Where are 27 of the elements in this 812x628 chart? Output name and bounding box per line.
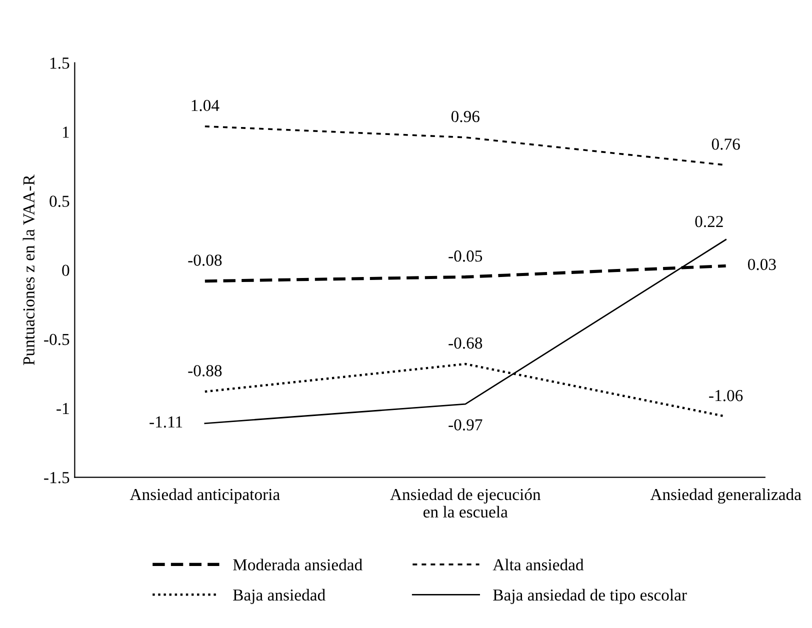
data-label: -0.88 [188, 365, 222, 376]
data-label: -0.68 [448, 337, 482, 349]
data-label: -1.06 [709, 390, 743, 402]
y-tick-label: -1.5 [44, 472, 70, 484]
x-tick-label: Ansiedad generalizada [650, 488, 802, 504]
data-label: 0.96 [451, 110, 480, 122]
y-tick-label: 0 [62, 264, 70, 276]
data-label: -0.97 [448, 419, 482, 431]
y-tick-label: -1 [56, 402, 69, 414]
data-label: 0.03 [748, 258, 776, 270]
data-label: 0.22 [695, 216, 723, 228]
y-tick-label: -0.5 [44, 334, 70, 346]
legend-label: Alta ansiedad [492, 558, 584, 570]
data-label: -0.08 [188, 254, 222, 266]
data-label: -1.11 [150, 416, 182, 428]
legend-label: Baja ansiedad de tipo escolar [493, 588, 687, 604]
data-label: 0.76 [712, 138, 740, 150]
legend-label: Baja ansiedad [233, 588, 326, 604]
y-axis-title: Puntuaciones z en la VAA-R [22, 174, 35, 366]
legend-label: Moderada ansiedad [233, 558, 362, 570]
data-label: 1.04 [192, 100, 220, 112]
y-tick-label: 0.5 [50, 196, 70, 207]
y-tick-label: 1 [62, 126, 69, 138]
x-tick-label: Ansiedad de ejecución en la escuela [390, 488, 541, 518]
y-tick-label: 1.5 [50, 58, 70, 69]
x-tick-label: Ansiedad anticipatoria [130, 488, 280, 504]
data-label: -0.05 [448, 250, 482, 262]
